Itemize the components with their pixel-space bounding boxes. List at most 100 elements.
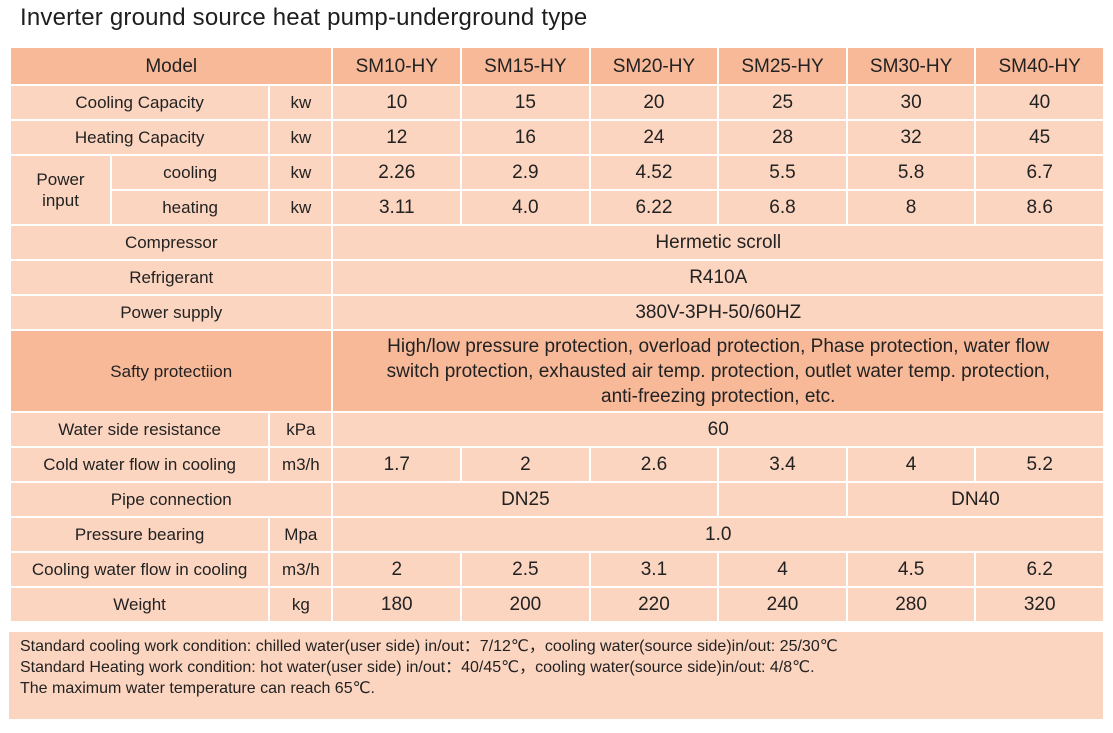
value-cell: 2	[462, 448, 589, 481]
value-cell: 12	[333, 121, 461, 154]
value-cell: 6.7	[976, 156, 1103, 189]
value-cell: 2.26	[333, 156, 461, 189]
value-cell: 10	[333, 86, 461, 119]
row-label: Weight	[11, 588, 269, 621]
value-cell: 4.52	[590, 156, 718, 189]
safety-line: High/low pressure protection, overload p…	[387, 335, 1050, 357]
pipe-connection-row: Pipe connection DN25 DN40	[11, 483, 1103, 516]
value-cell: 4.5	[847, 553, 975, 586]
model-header-cell: SM15-HY	[462, 48, 589, 84]
merged-value-cell: 380V-3PH-50/60HZ	[333, 296, 1103, 329]
value-cell: 3.4	[719, 448, 846, 481]
row-label: Cooling Capacity	[11, 86, 269, 119]
value-cell: 20	[590, 86, 718, 119]
unit-cell: kg	[270, 588, 332, 621]
value-cell: 5.8	[847, 156, 975, 189]
value-cell: 16	[462, 121, 589, 154]
cooling-water-flow-row: Cooling water flow in cooling m3/h 2 2.5…	[11, 553, 1103, 586]
merged-value-cell: 1.0	[333, 518, 1103, 551]
cooling-capacity-row: Cooling Capacity kw 10 15 20 25 30 40	[11, 86, 1103, 119]
row-label: Refrigerant	[11, 261, 332, 294]
row-label: Compressor	[11, 226, 332, 259]
value-cell: 28	[719, 121, 846, 154]
pipe-dn40-cell: DN40	[847, 483, 1103, 516]
pipe-dn25-cell: DN25	[333, 483, 718, 516]
value-cell: 3.11	[333, 191, 461, 224]
value-cell: 1.7	[333, 448, 461, 481]
row-label: Cold water flow in cooling	[11, 448, 269, 481]
value-cell: 180	[333, 588, 461, 621]
heating-capacity-row: Heating Capacity kw 12 16 24 28 32 45	[11, 121, 1103, 154]
power-input-cooling-row: Power input cooling kw 2.26 2.9 4.52 5.5…	[11, 156, 1103, 224]
page-title: Inverter ground source heat pump-undergr…	[20, 4, 588, 31]
row-label: Power supply	[11, 296, 332, 329]
value-cell: 6.2	[976, 553, 1103, 586]
value-cell: 45	[976, 121, 1103, 154]
row-label: Pipe connection	[11, 483, 332, 516]
value-cell: 4.0	[462, 191, 589, 224]
value-cell: 2.5	[462, 553, 589, 586]
unit-cell: kPa	[270, 413, 332, 446]
empty-cell	[719, 483, 846, 516]
row-label: Safty protectiion	[11, 331, 332, 411]
notes-panel: Standard cooling work condition: chilled…	[9, 632, 1103, 719]
spec-table: Model SM10-HY SM15-HY SM20-HY SM25-HY SM…	[9, 46, 1105, 623]
value-cell: 2.6	[590, 448, 718, 481]
note-line: Standard cooling work condition: chilled…	[20, 638, 838, 655]
value-cell: 4	[847, 448, 975, 481]
model-header-cell: SM30-HY	[847, 48, 975, 84]
weight-row: Weight kg 180 200 220 240 280 320	[11, 588, 1103, 621]
water-side-resistance-row: Water side resistance kPa 60	[11, 413, 1103, 446]
row-label: Water side resistance	[11, 413, 269, 446]
unit-cell: kw	[270, 191, 332, 224]
value-cell: 5.5	[719, 156, 846, 189]
model-header: Model	[11, 48, 332, 84]
pressure-bearing-row: Pressure bearing Mpa 1.0	[11, 518, 1103, 551]
unit-cell: m3/h	[270, 448, 332, 481]
cold-water-flow-row: Cold water flow in cooling m3/h 1.7 2 2.…	[11, 448, 1103, 481]
value-cell: 32	[847, 121, 975, 154]
safety-line: anti-freezing protection, etc.	[601, 385, 836, 407]
value-cell: 8	[847, 191, 975, 224]
header-row: Model SM10-HY SM15-HY SM20-HY SM25-HY SM…	[11, 48, 1103, 84]
model-header-cell: SM10-HY	[333, 48, 461, 84]
row-sublabel: cooling	[112, 156, 269, 189]
row-label: Heating Capacity	[11, 121, 269, 154]
value-cell: 2	[333, 553, 461, 586]
unit-cell: kw	[270, 86, 332, 119]
power-input-text: Power input	[36, 170, 85, 210]
refrigerant-row: Refrigerant R410A	[11, 261, 1103, 294]
power-input-heating-row: heating kw 3.11 4.0 6.22 6.8 8 8.6	[11, 191, 1103, 224]
value-cell: 3.1	[590, 553, 718, 586]
value-cell: 220	[590, 588, 718, 621]
note-line: Standard Heating work condition: hot wat…	[20, 659, 815, 676]
value-cell: 24	[590, 121, 718, 154]
safety-protection-row: Safty protectiion High/low pressure prot…	[11, 331, 1103, 411]
value-cell: 6.8	[719, 191, 846, 224]
unit-cell: Mpa	[270, 518, 332, 551]
unit-cell: kw	[270, 121, 332, 154]
power-supply-row: Power supply 380V-3PH-50/60HZ	[11, 296, 1103, 329]
model-header-cell: SM25-HY	[719, 48, 846, 84]
value-cell: 320	[976, 588, 1103, 621]
merged-value-cell: 60	[333, 413, 1103, 446]
merged-value-cell: Hermetic scroll	[333, 226, 1103, 259]
unit-cell: m3/h	[270, 553, 332, 586]
value-cell: 25	[719, 86, 846, 119]
row-label: Cooling water flow in cooling	[11, 553, 269, 586]
power-input-label: Power input	[11, 156, 111, 224]
value-cell: 240	[719, 588, 846, 621]
note-line: The maximum water temperature can reach …	[20, 680, 375, 697]
model-header-cell: SM20-HY	[590, 48, 718, 84]
unit-cell: kw	[270, 156, 332, 189]
compressor-row: Compressor Hermetic scroll	[11, 226, 1103, 259]
value-cell: 40	[976, 86, 1103, 119]
value-cell: 4	[719, 553, 846, 586]
value-cell: 30	[847, 86, 975, 119]
merged-value-cell: R410A	[333, 261, 1103, 294]
value-cell: 5.2	[976, 448, 1103, 481]
value-cell: 2.9	[462, 156, 589, 189]
value-cell: 280	[847, 588, 975, 621]
row-label: Pressure bearing	[11, 518, 269, 551]
safety-line: switch protection, exhausted air temp. p…	[386, 360, 1050, 382]
